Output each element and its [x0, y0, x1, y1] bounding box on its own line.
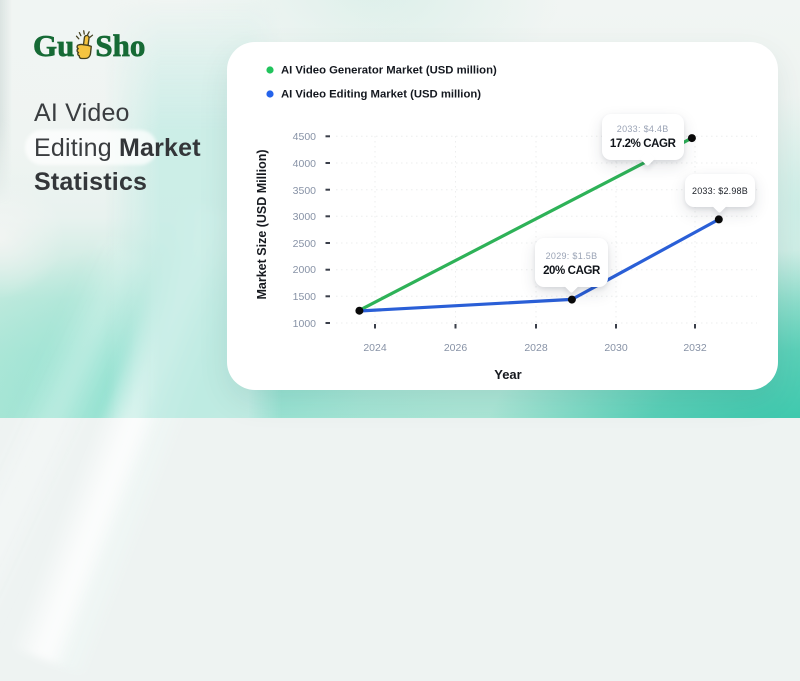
svg-text:4000: 4000: [293, 158, 317, 170]
svg-text:2032: 2032: [683, 342, 707, 354]
svg-text:Market Size (USD Million): Market Size (USD Million): [255, 149, 269, 299]
svg-text:1500: 1500: [293, 291, 317, 303]
svg-text:Year: Year: [494, 367, 521, 382]
svg-text:3500: 3500: [293, 185, 317, 197]
svg-text:4500: 4500: [293, 131, 317, 143]
svg-text:3000: 3000: [293, 211, 317, 223]
svg-text:AI Video Editing Market (USD m: AI Video Editing Market (USD million): [281, 89, 481, 101]
svg-text:2028: 2028: [524, 342, 548, 354]
svg-text:2500: 2500: [293, 238, 317, 250]
svg-text:AI Video Generator Market (USD: AI Video Generator Market (USD million): [281, 65, 497, 77]
svg-text:2026: 2026: [444, 342, 468, 354]
svg-text:2030: 2030: [604, 342, 628, 354]
svg-text:2000: 2000: [293, 264, 317, 276]
svg-text:1000: 1000: [293, 318, 317, 330]
svg-text:2024: 2024: [363, 342, 387, 354]
